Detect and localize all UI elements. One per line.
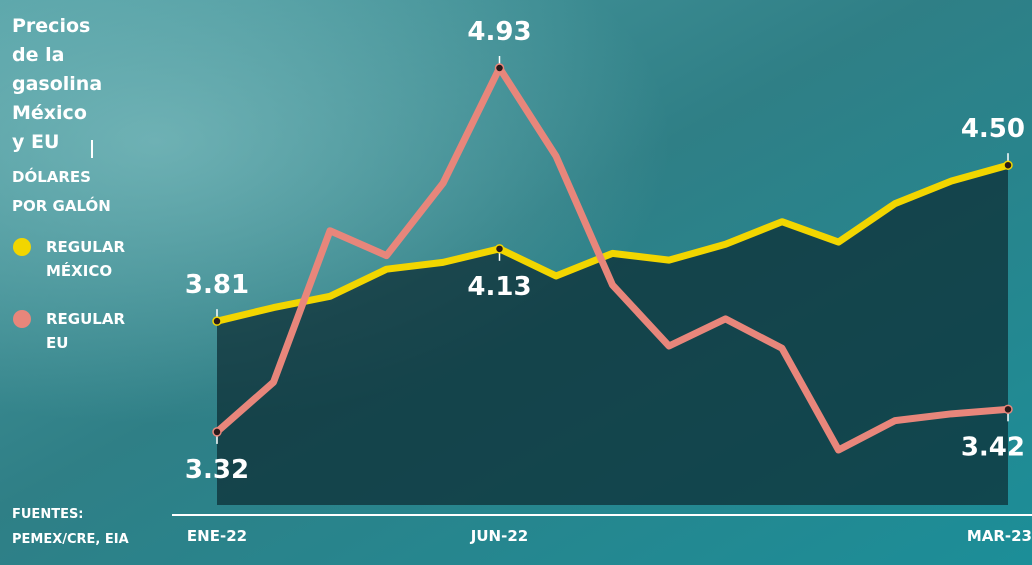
point (1004, 161, 1012, 169)
data-label: 3.42 (961, 432, 1025, 462)
x-tick-label: MAR-23 (967, 527, 1032, 545)
text-line: gasolina (12, 73, 102, 95)
point (1004, 405, 1012, 413)
text-line: PEMEX/CRE, EIA (12, 532, 129, 547)
text-line: México (12, 102, 87, 124)
text-line: POR GALÓN (12, 196, 111, 215)
legend-swatch (13, 238, 31, 256)
x-tick-label: ENE-22 (187, 527, 247, 545)
text-line: EU (46, 334, 68, 352)
legend-swatch (13, 310, 31, 328)
text-line: FUENTES: (12, 507, 84, 522)
point (496, 245, 504, 253)
point (213, 428, 221, 436)
point (496, 64, 504, 72)
point (213, 317, 221, 325)
text-line: DÓLARES (12, 167, 91, 186)
text-line: y EU (12, 131, 59, 153)
chart: Precios de la gasolina México y EU DÓLARES PO… (0, 0, 1032, 565)
text-line: de la (12, 44, 64, 66)
text-line: Precios (12, 15, 90, 37)
text-line: REGULAR (46, 310, 125, 328)
data-label: 4.93 (467, 17, 531, 47)
data-label: 4.13 (467, 272, 531, 302)
data-label: 4.50 (961, 114, 1025, 144)
text-line: MÉXICO (46, 261, 112, 280)
x-tick-label: JUN-22 (470, 527, 528, 545)
data-label: 3.32 (185, 455, 249, 485)
data-label: 3.81 (185, 270, 249, 300)
text-line: REGULAR (46, 238, 125, 256)
